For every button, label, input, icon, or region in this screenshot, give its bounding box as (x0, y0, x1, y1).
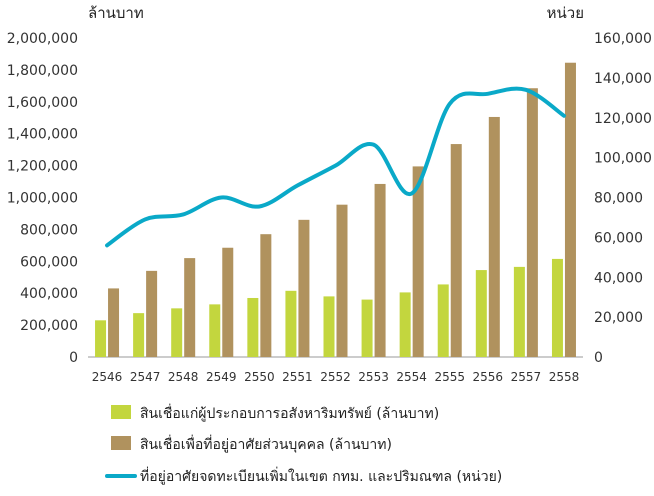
bar-personal (526, 88, 538, 358)
bar-personal (108, 288, 120, 357)
x-tick-label: 2551 (282, 370, 313, 384)
left-tick-label: 1,000,000 (7, 191, 78, 207)
x-tick-label: 2552 (320, 370, 351, 384)
bar-commercial (247, 297, 259, 357)
bar-commercial (361, 299, 373, 357)
legend-item-commercial: สินเชื่อแก่ผู้ประกอบการอสังหาริมทรัพย์ (… (111, 404, 439, 422)
bar-commercial (171, 308, 183, 357)
right-tick-label: 60,000 (594, 230, 643, 246)
bar-personal (222, 247, 234, 357)
bar-personal (146, 270, 158, 357)
x-tick-label: 2558 (549, 370, 580, 384)
left-tick-label: 400,000 (20, 286, 78, 302)
legend-swatch-personal (111, 436, 131, 450)
legend-item-units: ที่อยู่อาศัยจดทะเบียนเพิ่มในเขต กทม. และ… (105, 467, 502, 485)
x-tick-label: 2556 (473, 370, 504, 384)
bar-commercial (551, 258, 563, 357)
units-line (105, 86, 566, 248)
x-tick-label: 2554 (396, 370, 427, 384)
x-tick-label: 2557 (511, 370, 542, 384)
right-tick-label: 80,000 (594, 191, 643, 207)
legend-label-units: ที่อยู่อาศัยจดทะเบียนเพิ่มในเขต กทม. และ… (140, 467, 502, 485)
bar-personal (412, 166, 424, 357)
right-tick-label: 120,000 (594, 111, 652, 127)
bar-commercial (209, 304, 221, 357)
right-tick-label: 0 (594, 350, 603, 366)
left-tick-label: 800,000 (20, 222, 78, 238)
right-axis: 0 20,000 40,000 60,000 80,000 100,000 120,000 1… (594, 31, 652, 366)
x-tick-label: 2547 (130, 370, 161, 384)
bar-personal (564, 62, 576, 357)
bar-personal (488, 116, 500, 357)
legend-swatch-commercial (111, 405, 131, 419)
bar-commercial (475, 270, 487, 357)
right-tick-label: 140,000 (594, 71, 652, 87)
left-tick-label: 0 (69, 350, 78, 366)
bar-personal (374, 183, 386, 357)
right-tick-label: 20,000 (594, 310, 643, 326)
units-line-layer (105, 86, 566, 248)
bar-commercial (437, 284, 449, 357)
x-axis-ticks: 2546 2547 2548 2549 2550 2551 2552 2553 2554 2555… (92, 370, 579, 384)
bar-commercial (323, 296, 335, 357)
legend-label-personal: สินเชื่อเพื่อที่อยู่อาศัยส่วนบุคคล (ล้าน… (140, 435, 392, 453)
bar-personal (184, 258, 196, 357)
bar-commercial (285, 290, 297, 357)
x-tick-label: 2549 (206, 370, 237, 384)
bar-commercial (133, 313, 145, 357)
bar-commercial (399, 292, 411, 357)
bar-commercial (513, 266, 525, 357)
left-tick-label: 1,800,000 (7, 63, 78, 79)
left-tick-label: 1,400,000 (7, 127, 78, 143)
x-tick-label: 2550 (244, 370, 275, 384)
left-tick-label: 200,000 (20, 318, 78, 334)
x-tick-label: 2553 (358, 370, 389, 384)
right-tick-label: 160,000 (594, 31, 652, 47)
bar-commercial (95, 320, 107, 357)
right-tick-label: 100,000 (594, 151, 652, 167)
left-tick-label: 2,000,000 (7, 31, 78, 47)
bar-personal (298, 219, 310, 357)
left-tick-label: 1,600,000 (7, 95, 78, 111)
legend-label-commercial: สินเชื่อแก่ผู้ประกอบการอสังหาริมทรัพย์ (… (140, 404, 439, 422)
x-tick-label: 2548 (168, 370, 199, 384)
legend: สินเชื่อแก่ผู้ประกอบการอสังหาริมทรัพย์ (… (105, 404, 502, 485)
x-tick-label: 2555 (434, 370, 465, 384)
legend-item-personal: สินเชื่อเพื่อที่อยู่อาศัยส่วนบุคคล (ล้าน… (111, 435, 392, 453)
left-tick-label: 1,200,000 (7, 159, 78, 175)
left-axis-unit: ล้านบาท (88, 4, 144, 22)
x-tick-label: 2546 (92, 370, 123, 384)
bar-personal (450, 144, 462, 357)
bar-personal (260, 234, 272, 357)
right-tick-label: 40,000 (594, 270, 643, 286)
bars-commercial (95, 258, 563, 357)
bar-personal (336, 204, 348, 357)
bars-personal (108, 62, 576, 358)
left-axis: 0 200,000 400,000 600,000 800,000 1,000,000 1,… (7, 31, 78, 366)
left-tick-label: 600,000 (20, 254, 78, 270)
right-axis-unit: หน่วย (547, 4, 584, 22)
